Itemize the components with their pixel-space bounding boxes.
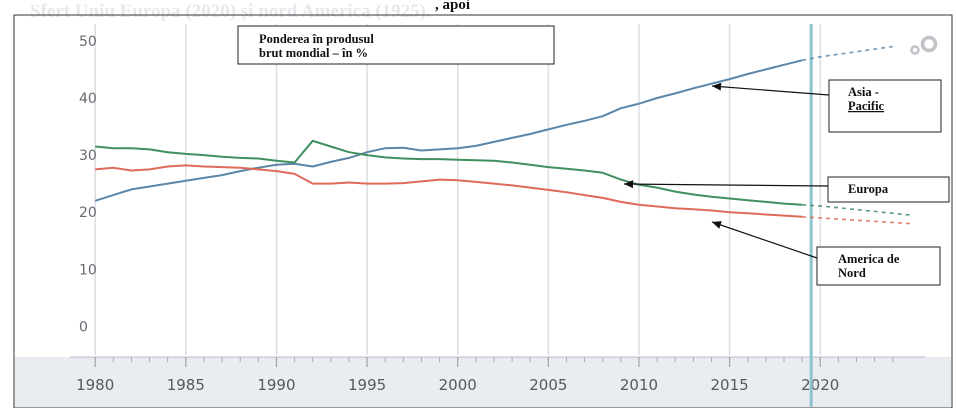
chart-title-line-1: Ponderea în produsul bbox=[259, 32, 374, 46]
series-label-2-line-0: America de bbox=[838, 252, 900, 266]
y-tick-label-10: 10 bbox=[79, 262, 97, 278]
x-tick-label-1980: 1980 bbox=[76, 376, 114, 394]
x-tick-label-2005: 2005 bbox=[529, 376, 567, 394]
y-tick-label-0: 0 bbox=[79, 319, 88, 335]
series-label-box-0 bbox=[828, 79, 942, 133]
grid bbox=[94, 24, 822, 355]
series-label-1-line-0: Europa bbox=[848, 182, 889, 196]
series-line-0 bbox=[94, 59, 803, 202]
chart-title-box: Ponderea în produsul brut mondial – în % bbox=[237, 25, 555, 65]
x-tick-label-2020: 2020 bbox=[801, 376, 839, 394]
series-label-box-2 bbox=[816, 246, 941, 286]
y-tick-label-40: 40 bbox=[79, 91, 97, 107]
series-label-arrowhead-2 bbox=[712, 221, 722, 229]
series-label-arrow-2 bbox=[711, 221, 818, 259]
y-axis-ticks: 0 10 20 30 40 50 bbox=[79, 34, 97, 336]
faded-heading: Sfert Uniu Europa (2020) și nord America… bbox=[30, 1, 431, 22]
series-projection-2 bbox=[802, 216, 911, 225]
series-label-arrowhead-1 bbox=[624, 180, 634, 189]
zoom-icon[interactable] bbox=[910, 35, 938, 55]
x-tick-label-1995: 1995 bbox=[348, 376, 386, 394]
x-tick-label-2015: 2015 bbox=[711, 376, 749, 394]
series-label-2-line-1: Nord bbox=[838, 266, 866, 280]
series-label-box-1 bbox=[827, 176, 950, 203]
x-axis-ticks: 1980 1985 1990 1995 2000 2005 2010 2015 2020 bbox=[76, 376, 839, 394]
series-line-2 bbox=[95, 164, 803, 218]
x-tick-label-2000: 2000 bbox=[439, 376, 477, 394]
chart-frame bbox=[13, 14, 953, 408]
timeline-band bbox=[15, 357, 951, 407]
y-tick-label-30: 30 bbox=[79, 148, 97, 164]
series-projection-0 bbox=[801, 45, 893, 62]
series-label-0-line-0: Asia - bbox=[848, 85, 879, 99]
series-label-arrow-1 bbox=[623, 183, 829, 187]
series-label-arrow-0 bbox=[711, 85, 830, 96]
series-line-1 bbox=[95, 139, 803, 206]
y-tick-label-20: 20 bbox=[79, 205, 97, 221]
timeline-minor-ticks bbox=[94, 357, 894, 367]
series-label-0-line-1: Pacific bbox=[848, 99, 885, 113]
series-label-arrowhead-0 bbox=[712, 82, 722, 91]
top-caption: , apoi bbox=[435, 0, 470, 13]
x-tick-label-2010: 2010 bbox=[620, 376, 658, 394]
current-year-marker bbox=[809, 24, 813, 407]
y-tick-label-50: 50 bbox=[79, 34, 97, 50]
x-tick-label-1985: 1985 bbox=[167, 376, 205, 394]
series-lines bbox=[94, 45, 911, 225]
series-projection-1 bbox=[802, 204, 911, 216]
x-tick-label-1990: 1990 bbox=[257, 376, 295, 394]
chart-title-line-2: brut mondial – în % bbox=[259, 46, 368, 60]
